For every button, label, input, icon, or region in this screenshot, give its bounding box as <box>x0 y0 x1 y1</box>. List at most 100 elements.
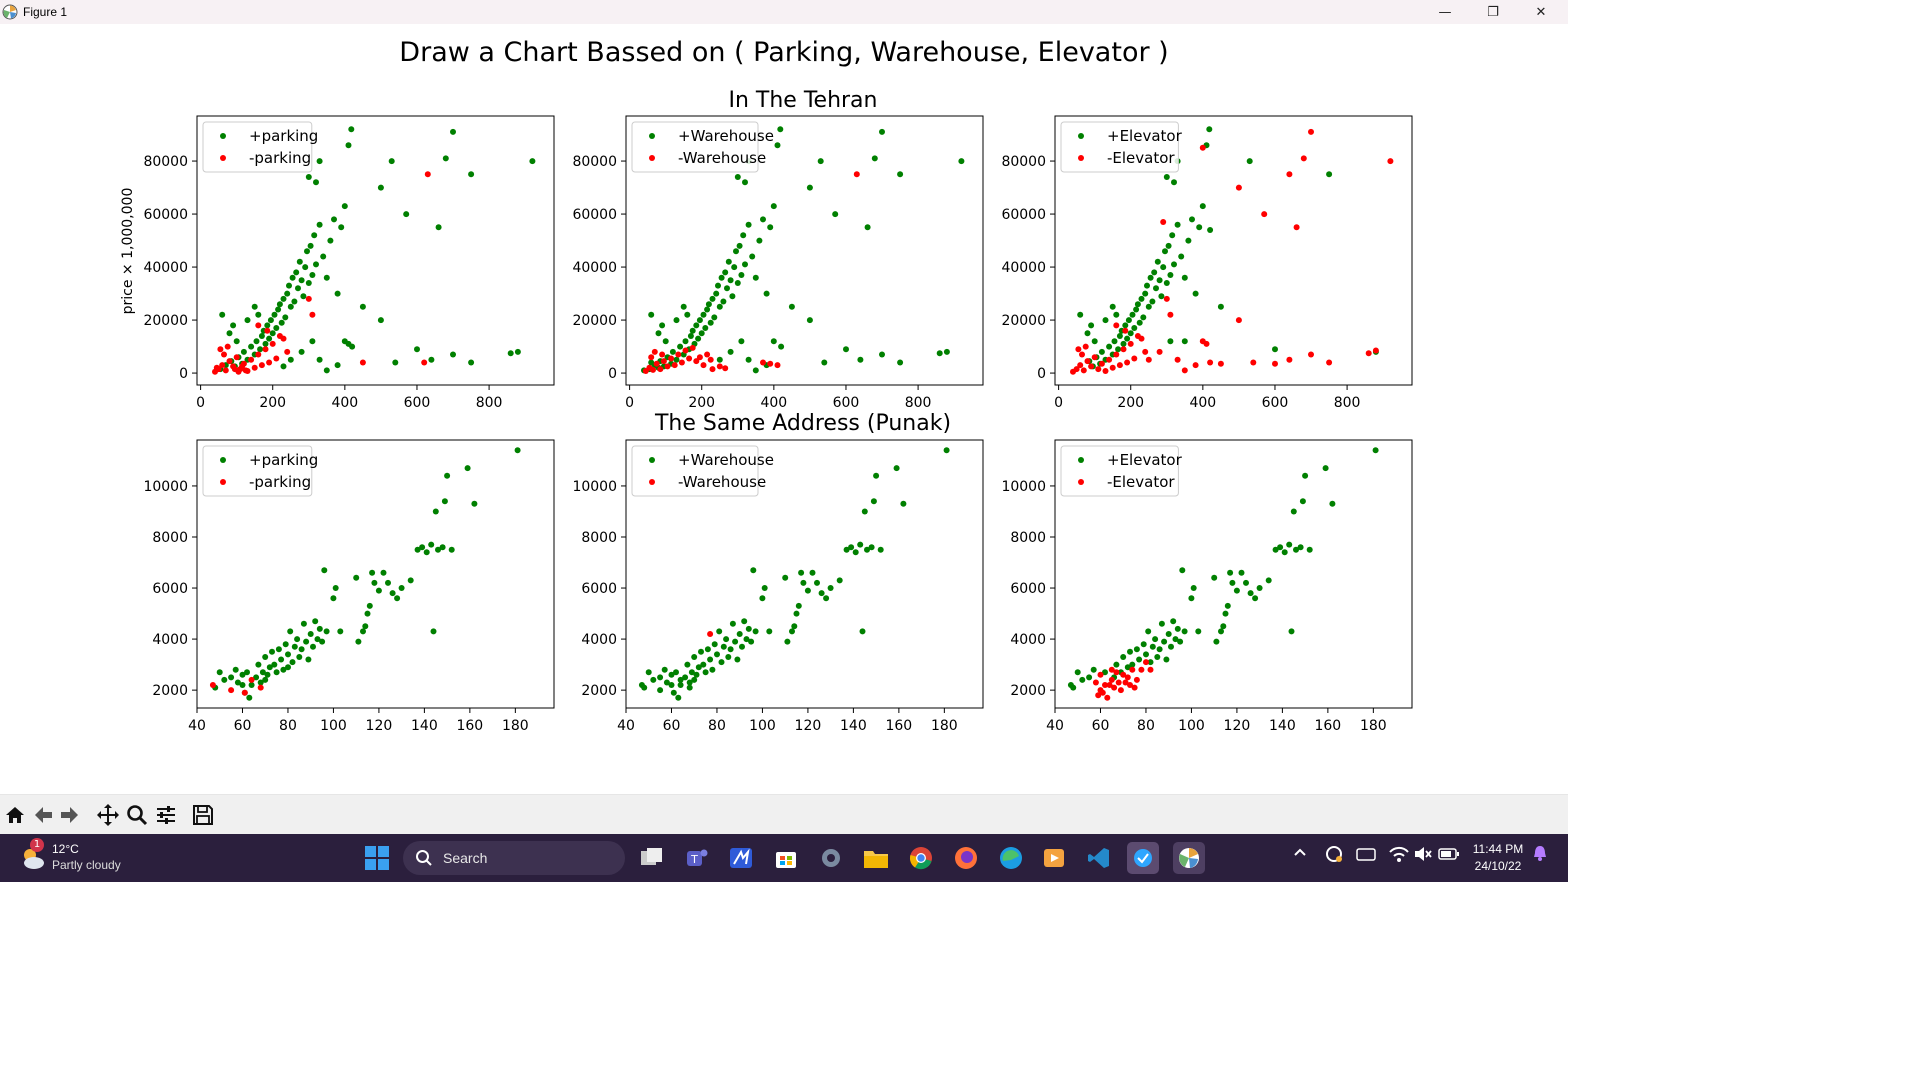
firefox-icon[interactable] <box>950 842 982 874</box>
scatter-point-present <box>742 261 748 268</box>
media-player-icon[interactable] <box>1038 842 1070 874</box>
scatter-point-present <box>353 574 360 581</box>
scatter-point-absent <box>1092 679 1099 686</box>
restore-button[interactable]: ❐ <box>1487 4 1499 20</box>
close-button[interactable]: ✕ <box>1535 4 1547 20</box>
scatter-point-present <box>1144 282 1150 289</box>
scatter-point-present <box>1158 620 1165 627</box>
scatter-point-absent <box>1084 358 1091 365</box>
figure-canvas[interactable]: Draw a Chart Bassed on ( Parking, Wareho… <box>0 24 1568 794</box>
scatter-point-absent <box>1091 354 1098 361</box>
scatter-point-present <box>749 253 756 260</box>
scatter-point-absent <box>1308 351 1314 358</box>
store-icon[interactable] <box>770 842 802 874</box>
scatter-point-present <box>731 264 738 271</box>
scatter-point-absent <box>424 171 431 178</box>
scatter-point-absent <box>258 362 265 369</box>
scatter-point-present <box>1127 330 1134 337</box>
forward-arrow-icon[interactable] <box>57 802 83 828</box>
scatter-point-present <box>716 303 723 310</box>
scatter-point-present <box>398 585 405 591</box>
scatter-point-present <box>377 184 384 191</box>
scatter-point-absent <box>233 354 240 361</box>
scatter-point-present <box>287 303 294 310</box>
scatter-point-present <box>800 579 807 586</box>
scatter-point-present <box>1297 544 1304 551</box>
teams-icon[interactable]: T <box>681 842 713 874</box>
settings-gear-icon[interactable] <box>815 842 847 874</box>
zoom-icon[interactable] <box>124 802 150 828</box>
y-tick-label: 6000 <box>581 581 617 597</box>
scatter-point-present <box>702 325 709 331</box>
scatter-point-present <box>743 636 750 643</box>
taskbar-search[interactable]: Search <box>403 841 625 875</box>
scatter-point-present <box>334 290 341 297</box>
weather-widget[interactable]: 1 12°C Partly cloudy <box>16 838 146 876</box>
scatter-point-present <box>1125 317 1132 324</box>
scatter-point-present <box>273 669 280 676</box>
scatter-point-absent <box>235 368 242 375</box>
scatter-point-absent <box>1147 666 1154 673</box>
x-tick-label: 60 <box>1092 718 1110 734</box>
edge-icon[interactable] <box>995 842 1027 874</box>
office-app-icon[interactable] <box>725 842 757 874</box>
configure-subplots-icon[interactable] <box>153 802 179 828</box>
notification-bell-icon[interactable] <box>1532 844 1548 866</box>
minimize-button[interactable]: — <box>1438 4 1452 20</box>
scatter-point-absent <box>1235 184 1242 191</box>
matplotlib-taskbar-icon[interactable] <box>1173 842 1205 874</box>
legend: +Warehouse -Warehouse <box>631 121 774 173</box>
scatter-point-present <box>1140 641 1147 648</box>
sync-icon[interactable] <box>1324 844 1344 868</box>
scatter-point-present <box>1177 638 1184 645</box>
scatter-point-absent <box>1082 343 1089 350</box>
scatter-point-present <box>300 620 307 627</box>
home-icon[interactable] <box>2 802 28 828</box>
scatter-point-absent <box>1124 359 1131 366</box>
scatter-point-absent <box>359 359 366 366</box>
scatter-point-absent <box>1095 366 1102 373</box>
wifi-icon[interactable] <box>1388 844 1410 868</box>
scatter-point-present <box>432 508 439 515</box>
scatter-point-present <box>1227 569 1234 576</box>
scatter-point-present <box>1243 579 1249 586</box>
scatter-point-present <box>897 171 904 178</box>
scatter-point-present <box>285 664 291 671</box>
vscode-icon[interactable] <box>1083 842 1115 874</box>
legend-label: +Elevator <box>1107 451 1183 469</box>
scatter-point-absent <box>664 363 671 370</box>
task-view-icon[interactable] <box>636 842 668 874</box>
scatter-point-present <box>1181 338 1188 345</box>
scatter-point-present <box>298 646 305 653</box>
legend-label: -Warehouse <box>678 473 766 491</box>
scatter-point-present <box>877 546 884 553</box>
scatter-point-present <box>259 669 266 676</box>
vpn-app-icon[interactable] <box>1127 842 1159 874</box>
show-hidden-icons-chevron-icon[interactable] <box>1292 844 1308 864</box>
scatter-point-present <box>1156 277 1163 284</box>
volume-muted-icon[interactable] <box>1413 844 1433 868</box>
scatter-point-present <box>230 322 237 329</box>
chrome-icon[interactable] <box>905 842 937 874</box>
file-explorer-icon[interactable] <box>860 842 892 874</box>
scatter-point-present <box>369 569 376 576</box>
x-tick-label: 60 <box>663 718 681 734</box>
legend-box <box>1060 121 1179 173</box>
scatter-point-present <box>240 348 247 355</box>
taskbar-clock[interactable]: 11:44 PM 24/10/22 <box>1462 841 1534 875</box>
pan-icon[interactable] <box>95 802 121 828</box>
scatter-point-absent <box>1088 363 1095 370</box>
scatter-point-present <box>251 303 258 310</box>
legend-marker <box>1078 457 1084 463</box>
scatter-point-present <box>330 595 337 602</box>
back-arrow-icon[interactable] <box>30 802 56 828</box>
y-tick-label: 8000 <box>152 530 188 546</box>
keyboard-icon[interactable] <box>1356 844 1376 868</box>
save-icon[interactable] <box>190 802 216 828</box>
battery-icon[interactable] <box>1438 844 1460 868</box>
scatter-point-present <box>278 656 285 663</box>
scatter-point-present <box>255 661 262 668</box>
scatter-point-present <box>713 290 720 297</box>
subplot-punak-elevator: 40 60 80 100 120 140 160 180 2000 4000 6000 8000 100… <box>1001 439 1413 734</box>
start-button[interactable] <box>361 842 393 874</box>
